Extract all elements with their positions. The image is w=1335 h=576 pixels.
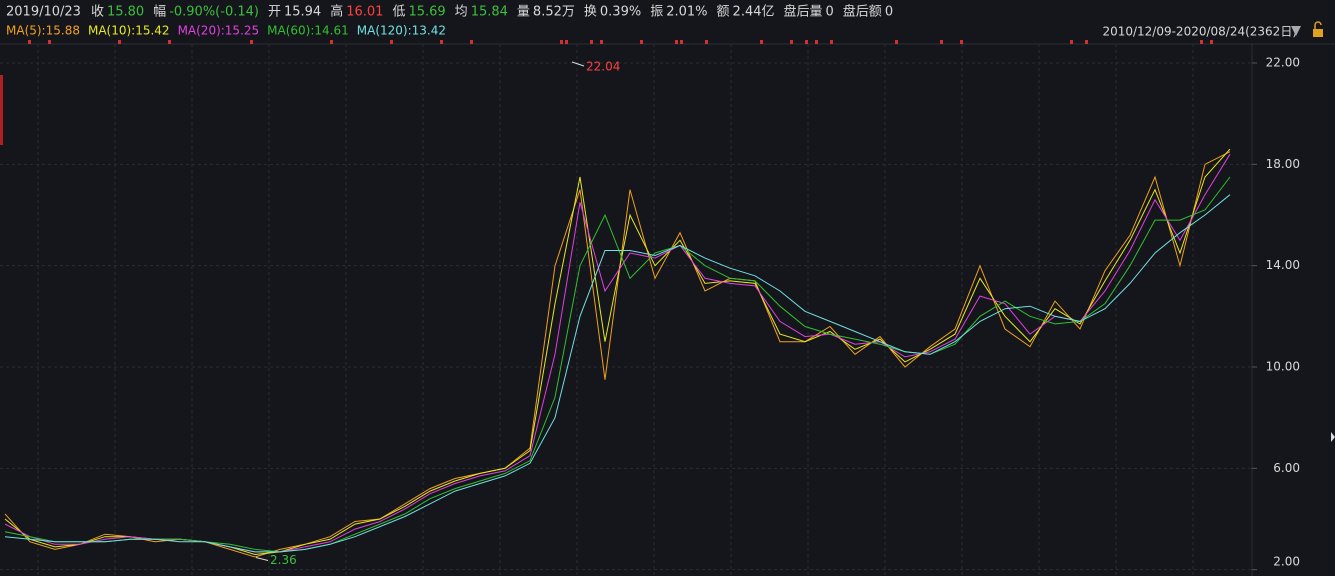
- date: 2019/10/23: [6, 5, 81, 20]
- event-marker: [440, 40, 443, 44]
- event-marker: [250, 40, 253, 44]
- event-marker: [470, 40, 473, 44]
- event-marker: [830, 40, 833, 44]
- event-marker: [805, 40, 808, 44]
- event-marker: [600, 40, 603, 44]
- field-label: 振: [650, 5, 663, 20]
- event-marker: [815, 40, 818, 44]
- event-marker: [330, 40, 333, 44]
- y-tick-label: 22.00: [1266, 56, 1300, 70]
- event-marker: [895, 40, 898, 44]
- field-label: 幅: [153, 5, 166, 20]
- field-value: 15.94: [284, 5, 321, 20]
- field-value: 2.44亿: [733, 5, 775, 20]
- range-label[interactable]: 2010/12/09-2020/08/24(2362日): [1102, 25, 1297, 39]
- event-marker: [960, 40, 963, 44]
- event-marker: [1085, 40, 1088, 44]
- field-value: 0: [826, 5, 834, 20]
- field-label: 收: [91, 5, 104, 20]
- y-tick-label: 18.00: [1266, 157, 1300, 171]
- field-value: 0.39%: [600, 5, 641, 20]
- event-marker: [705, 40, 708, 44]
- event-marker: [48, 40, 51, 44]
- field-label: 开: [268, 5, 281, 20]
- lock-shackle: [1314, 21, 1322, 29]
- dropdown-icon[interactable]: [1291, 26, 1301, 36]
- event-marker: [760, 40, 763, 44]
- field-label: 量: [517, 5, 530, 20]
- event-marker: [940, 40, 943, 44]
- event-marker: [1070, 40, 1073, 44]
- event-marker: [1200, 40, 1203, 44]
- field-label: 高: [330, 4, 343, 20]
- field-value: 8.52万: [533, 5, 575, 20]
- field-label: 低: [392, 5, 405, 20]
- event-marker: [28, 40, 31, 44]
- legend-entry: MA(60):14.61: [267, 24, 349, 38]
- event-marker: [1210, 40, 1213, 44]
- cursor-arrow: [1331, 432, 1335, 442]
- field-value: 2.01%: [666, 5, 707, 20]
- legend-entry: MA(120):13.42: [357, 24, 446, 38]
- high-marker: [571, 61, 585, 67]
- field-label: 盘后额: [843, 4, 882, 20]
- field-value: 15.84: [471, 5, 508, 20]
- field-value: -0.90%(-0.14): [169, 5, 259, 20]
- y-tick-label: 10.00: [1266, 360, 1300, 374]
- event-marker: [560, 40, 563, 44]
- y-tick-label: 2.00: [1273, 555, 1300, 569]
- legend-entry: MA(10):15.42: [88, 24, 170, 38]
- field-label: 额: [717, 5, 730, 20]
- y-tick-label: 14.00: [1266, 258, 1300, 272]
- field-label: 均: [455, 5, 468, 20]
- event-marker: [640, 40, 643, 44]
- legend-entry: MA(20):15.25: [178, 24, 260, 38]
- event-marker: [680, 40, 683, 44]
- event-marker: [790, 40, 793, 44]
- low-marker: [255, 557, 269, 562]
- low-label: 2.36: [270, 553, 297, 567]
- side-marker: [0, 75, 3, 145]
- lock-icon[interactable]: [1313, 29, 1323, 37]
- event-marker: [168, 40, 171, 44]
- event-marker: [565, 40, 568, 44]
- event-marker: [390, 40, 393, 44]
- event-marker: [675, 40, 678, 44]
- y-tick-label: 6.00: [1273, 461, 1300, 475]
- field-label: 盘后量: [784, 4, 823, 20]
- field-value: 15.80: [107, 5, 144, 20]
- legend-entry: MA(5):15.88: [6, 24, 80, 38]
- event-marker: [118, 40, 121, 44]
- field-value: 0: [885, 5, 893, 20]
- event-marker: [590, 40, 593, 44]
- field-value: 16.01: [346, 5, 383, 20]
- field-label: 换: [584, 5, 597, 20]
- ma-line: [4, 194, 1231, 553]
- high-label: 22.04: [586, 59, 620, 73]
- field-value: 15.69: [408, 5, 445, 20]
